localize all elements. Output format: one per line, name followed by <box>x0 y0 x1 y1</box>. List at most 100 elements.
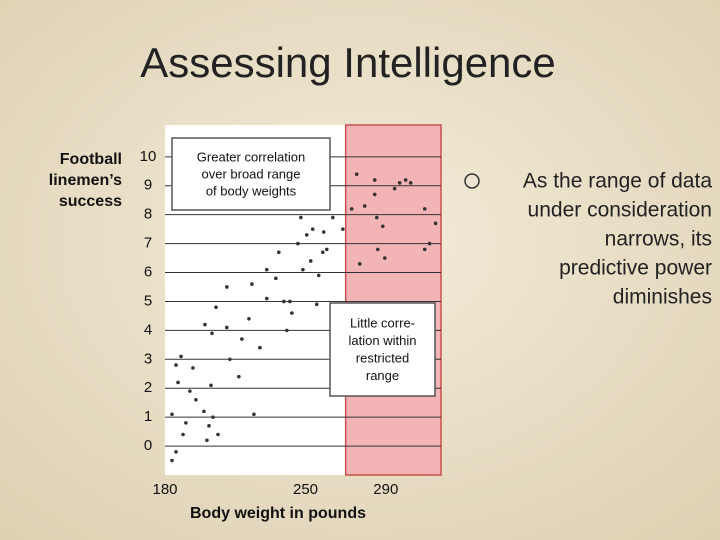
slide-title: Assessing Intelligence <box>140 39 556 86</box>
point <box>331 215 335 220</box>
point <box>225 285 229 289</box>
point <box>321 230 326 234</box>
x-axis-label: Body weight in pounds <box>190 505 366 522</box>
y-tick-label: 4 <box>144 321 152 338</box>
point <box>181 432 185 437</box>
point <box>422 247 427 252</box>
point <box>170 412 174 417</box>
point <box>191 366 195 370</box>
y-tick-label: 9 <box>144 177 152 194</box>
bullet-text: narrows, its <box>605 228 712 251</box>
y-tick-label: 2 <box>144 379 152 396</box>
point <box>285 328 289 333</box>
point <box>427 241 432 246</box>
x-tick-label: 250 <box>293 481 318 498</box>
point <box>247 317 251 321</box>
point <box>374 215 379 220</box>
shaded-range <box>344 124 442 476</box>
annotation-box <box>329 302 436 397</box>
annotation-text: Little corre- <box>350 315 415 330</box>
point <box>304 233 309 237</box>
y-tick-label: 7 <box>144 235 152 252</box>
y-tick-label: 8 <box>144 206 152 223</box>
point <box>357 262 362 266</box>
point <box>299 215 303 220</box>
point <box>324 247 329 252</box>
annotation-text: range <box>366 368 399 383</box>
point <box>274 276 278 281</box>
annotation-box <box>171 137 331 211</box>
point <box>194 397 198 402</box>
annotation-text: over broad range <box>201 166 300 181</box>
point <box>422 207 427 211</box>
annotation-text: of body weights <box>206 183 297 198</box>
point <box>372 192 377 197</box>
point <box>225 325 229 330</box>
point <box>228 357 232 362</box>
point <box>214 305 218 310</box>
point <box>202 409 206 414</box>
point <box>176 380 180 385</box>
point <box>397 181 402 185</box>
bullet-text: predictive power <box>559 257 712 280</box>
point <box>174 363 178 367</box>
annotation-text: Greater correlation <box>197 149 305 164</box>
y-tick-label: 0 <box>144 437 152 454</box>
y-tick-label: 6 <box>144 263 152 280</box>
x-tick-label: 180 <box>152 481 177 498</box>
point <box>296 241 300 246</box>
point <box>210 331 214 336</box>
point <box>372 178 377 182</box>
point <box>179 354 183 359</box>
annotation-text: lation within <box>349 333 417 348</box>
point <box>380 224 385 229</box>
bullet-icon <box>464 173 480 189</box>
point <box>310 227 315 231</box>
point <box>264 296 269 301</box>
annotation-text: restricted <box>356 350 409 365</box>
point <box>250 282 254 286</box>
point <box>209 383 213 388</box>
point <box>170 458 174 463</box>
point <box>282 299 286 304</box>
point <box>349 207 354 211</box>
y-tick-label: 3 <box>144 350 152 367</box>
point <box>240 337 244 341</box>
point <box>277 250 281 255</box>
x-tick-label: 290 <box>373 481 398 498</box>
point <box>375 247 380 252</box>
point <box>237 374 241 379</box>
point <box>408 181 413 185</box>
point <box>320 250 325 255</box>
point <box>433 221 438 226</box>
y-axis-label: linemen’s <box>49 172 122 189</box>
point <box>314 302 319 307</box>
point <box>174 450 178 454</box>
y-tick-label: 5 <box>144 292 152 309</box>
point <box>354 172 359 176</box>
point <box>290 311 294 315</box>
point <box>207 424 211 428</box>
bullet-text: under consideration <box>528 199 712 222</box>
y-tick-label: 10 <box>140 148 157 165</box>
point <box>341 227 345 231</box>
point <box>382 256 387 260</box>
y-axis-label: Football <box>60 151 122 168</box>
point <box>252 412 256 417</box>
point <box>403 178 408 182</box>
y-axis-label: success <box>59 193 122 210</box>
point <box>184 421 188 425</box>
point <box>216 432 220 437</box>
point <box>203 322 207 327</box>
point <box>205 438 209 443</box>
point <box>258 345 262 350</box>
bullet-text: diminishes <box>613 286 712 309</box>
y-tick-label: 1 <box>144 408 152 425</box>
point <box>211 415 215 419</box>
point <box>316 273 321 278</box>
point <box>392 186 397 191</box>
point <box>288 299 292 304</box>
point <box>301 267 305 272</box>
point <box>362 204 367 208</box>
